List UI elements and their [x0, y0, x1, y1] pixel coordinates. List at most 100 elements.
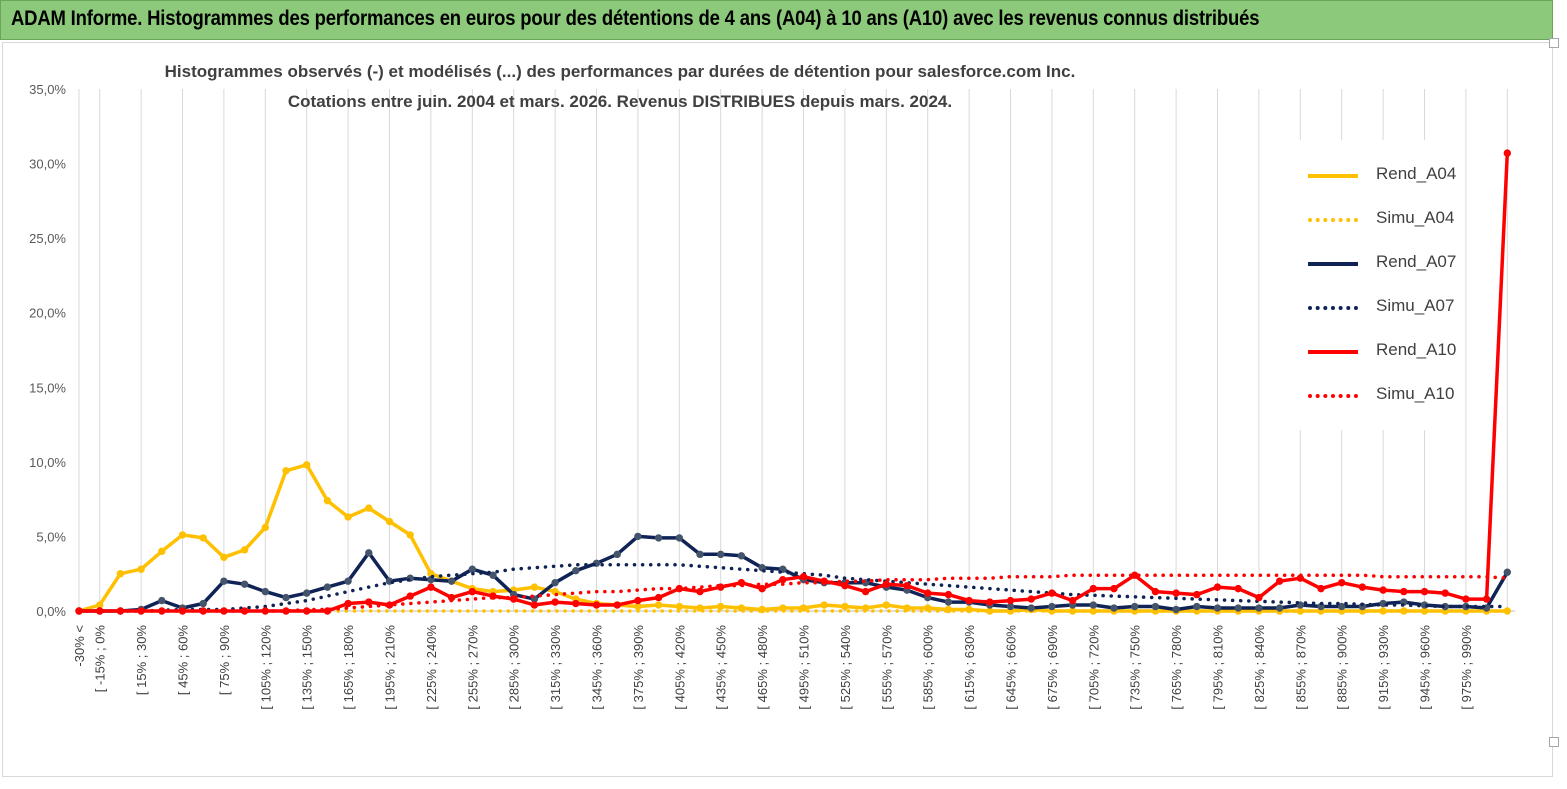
data-point-rend-a10	[1006, 596, 1015, 605]
x-tick-label: [ 435% ; 450%	[714, 625, 729, 710]
data-point-rend-a04	[696, 604, 704, 612]
data-point-rend-a07	[282, 593, 290, 602]
data-point-rend-a07	[1131, 602, 1139, 611]
data-point-rend-a10	[1462, 595, 1470, 603]
data-point-rend-a04	[530, 583, 539, 591]
data-point-rend-a10	[944, 590, 953, 599]
data-point-rend-a07	[675, 534, 683, 542]
data-point-rend-a07	[1089, 601, 1098, 609]
y-tick-label: 20,0%	[29, 306, 66, 321]
data-point-rend-a07	[737, 552, 746, 560]
data-point-rend-a04	[654, 601, 663, 609]
legend-swatch-simu-a07	[1308, 306, 1358, 310]
x-tick-label: [ 975% ; 990%	[1459, 625, 1474, 710]
x-tick-label: [ 525% ; 540%	[838, 625, 853, 710]
series-line-rend-a10	[79, 153, 1510, 613]
data-point-rend-a10	[1213, 583, 1222, 591]
data-point-rend-a07	[572, 567, 580, 575]
data-point-rend-a10	[1110, 584, 1118, 593]
resize-handle-bottom-right[interactable]	[1549, 737, 1559, 747]
data-point-rend-a07	[1048, 602, 1056, 611]
data-point-rend-a04	[282, 467, 290, 475]
data-point-rend-a07	[1255, 604, 1263, 612]
data-point-rend-a10	[654, 593, 663, 602]
data-point-rend-a07	[1213, 604, 1222, 612]
x-tick-label: [ 405% ; 420%	[672, 625, 687, 710]
data-point-rend-a07	[489, 571, 497, 579]
x-tick-label: [ 675% ; 690%	[1045, 625, 1060, 710]
chart-subtitle: Cotations entre juin. 2004 et mars. 2026…	[287, 92, 953, 111]
data-point-rend-a10	[344, 599, 352, 608]
data-point-rend-a04	[841, 602, 849, 611]
data-point-rend-a07	[654, 534, 663, 542]
data-point-rend-a10	[1027, 595, 1035, 603]
x-tick-label: [ 765% ; 780%	[1169, 625, 1184, 710]
data-point-rend-a04	[261, 523, 269, 532]
data-point-rend-a10	[406, 592, 414, 600]
x-tick-label: [ 795% ; 810%	[1211, 625, 1226, 710]
data-point-rend-a07	[158, 596, 166, 605]
x-tick-label: [ 285% ; 300%	[507, 625, 522, 710]
data-point-rend-a10	[882, 580, 890, 588]
data-point-rend-a10	[1275, 577, 1284, 585]
data-point-rend-a10	[779, 575, 787, 584]
data-point-rend-a10	[696, 587, 704, 596]
data-point-rend-a10	[427, 583, 435, 591]
legend-label-simu-a10: Simu_A10	[1376, 384, 1455, 403]
report-title: ADAM Informe. Histogrammes des performan…	[11, 7, 1260, 30]
data-point-rend-a07	[1275, 604, 1284, 612]
y-tick-label: 0,0%	[36, 604, 66, 619]
x-tick-label: [ 555% ; 570%	[879, 625, 894, 710]
y-tick-label: 15,0%	[29, 380, 66, 395]
chart-legend: Rend_A04 Simu_A04 Rend_A07 Simu_A07 Rend_A10…	[1290, 140, 1460, 430]
legend-swatch-rend-a10	[1308, 350, 1358, 354]
data-point-rend-a07	[220, 577, 228, 585]
y-tick-label: 5,0%	[36, 529, 66, 544]
x-tick-label: [ 165% ; 180%	[341, 625, 356, 710]
x-tick-label: [ 825% ; 840%	[1252, 625, 1267, 710]
data-point-rend-a07	[613, 550, 621, 559]
data-point-rend-a10	[1420, 587, 1429, 596]
data-point-rend-a10	[965, 596, 973, 605]
data-point-rend-a04	[137, 565, 145, 573]
x-tick-label: [ 495% ; 510%	[797, 625, 812, 710]
x-tick-label: [ 885% ; 900%	[1335, 625, 1350, 710]
x-tick-label: [ 615% ; 630%	[962, 625, 977, 710]
data-point-rend-a10	[924, 589, 932, 597]
report-banner: ADAM Informe. Histogrammes des performan…	[0, 0, 1553, 40]
data-point-rend-a04	[116, 570, 125, 578]
data-point-rend-a04	[96, 601, 104, 609]
data-point-rend-a10	[1358, 583, 1367, 591]
data-point-rend-a10	[1151, 587, 1160, 596]
data-point-rend-a04	[799, 604, 808, 612]
data-point-rend-a07	[303, 589, 311, 597]
data-point-rend-a07	[1338, 602, 1346, 611]
data-point-rend-a07	[323, 583, 332, 591]
data-point-rend-a10	[758, 584, 766, 593]
data-point-rend-a10	[799, 572, 808, 581]
data-point-rend-a04	[675, 602, 683, 611]
data-point-rend-a07	[1027, 604, 1035, 612]
data-point-rend-a07	[199, 599, 207, 608]
x-tick-label: [ 735% ; 750%	[1128, 625, 1143, 710]
legend-swatch-simu-a10	[1308, 394, 1358, 398]
data-point-rend-a07	[1006, 602, 1015, 611]
data-point-rend-a04	[882, 601, 890, 609]
data-point-rend-a10	[1317, 584, 1325, 593]
data-point-rend-a07	[1110, 604, 1118, 612]
data-point-rend-a10	[861, 587, 870, 596]
legend-label-rend-a10: Rend_A10	[1376, 340, 1457, 359]
data-point-rend-a04	[634, 602, 642, 611]
data-point-rend-a07	[1503, 568, 1512, 576]
data-point-rend-a04	[158, 547, 166, 556]
data-point-rend-a07	[468, 565, 476, 573]
x-tick-label: [ 135% ; 150%	[300, 625, 315, 710]
data-point-rend-a07	[696, 550, 704, 559]
data-point-rend-a10	[1400, 587, 1408, 596]
data-point-rend-a10	[1503, 149, 1512, 157]
x-tick-label: [ -15% ; 0%	[93, 625, 108, 693]
data-point-rend-a10	[613, 601, 621, 609]
resize-handle-top-right[interactable]	[1549, 38, 1559, 48]
data-point-rend-a10	[468, 587, 476, 596]
data-point-rend-a04	[178, 531, 187, 539]
